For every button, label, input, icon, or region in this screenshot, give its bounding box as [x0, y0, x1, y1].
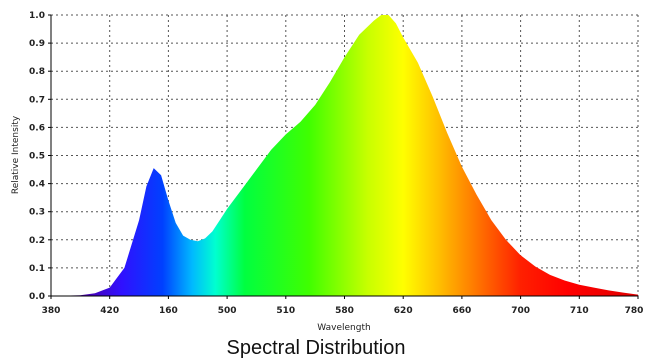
x-tick-label: 710: [570, 306, 589, 316]
y-tick-label: 0.8: [29, 67, 45, 77]
y-tick-label: 0.9: [29, 39, 45, 49]
x-tick-label: 160: [159, 306, 178, 316]
y-tick-label: 0.1: [29, 264, 45, 274]
x-tick-label: 420: [100, 306, 119, 316]
x-tick-label: 660: [453, 306, 472, 316]
x-tick-label: 620: [394, 306, 413, 316]
spectrum-area: [51, 15, 638, 296]
x-tick-label: 580: [335, 306, 354, 316]
x-tick-label: 700: [511, 306, 530, 316]
y-tick-label: 0.6: [29, 123, 45, 133]
chart-title: Spectral Distribution: [227, 337, 406, 359]
y-tick-label: 0.2: [29, 236, 45, 246]
x-tick-label: 780: [625, 306, 644, 316]
y-tick-label: 0.4: [29, 180, 45, 190]
x-axis-title: Wavelength: [317, 323, 370, 333]
y-tick-label: 0.0: [29, 292, 45, 302]
y-axis-ticks: 0.0 0.1 0.2 0.3 0.4 0.5 0.6 0.7 0.8 0.9 1.0: [29, 11, 51, 302]
y-tick-label: 0.5: [29, 152, 45, 162]
y-tick-label: 1.0: [29, 11, 45, 21]
y-tick-label: 0.3: [29, 208, 45, 218]
x-tick-label: 500: [218, 306, 237, 316]
x-axis-ticks: 380 420 160 500 510 580 620 660 700 710 780: [42, 296, 644, 316]
y-axis-title: Relative Intensity: [11, 115, 21, 194]
x-tick-label: 380: [42, 306, 61, 316]
x-tick-label: 510: [276, 306, 295, 316]
y-tick-label: 0.7: [29, 95, 45, 105]
